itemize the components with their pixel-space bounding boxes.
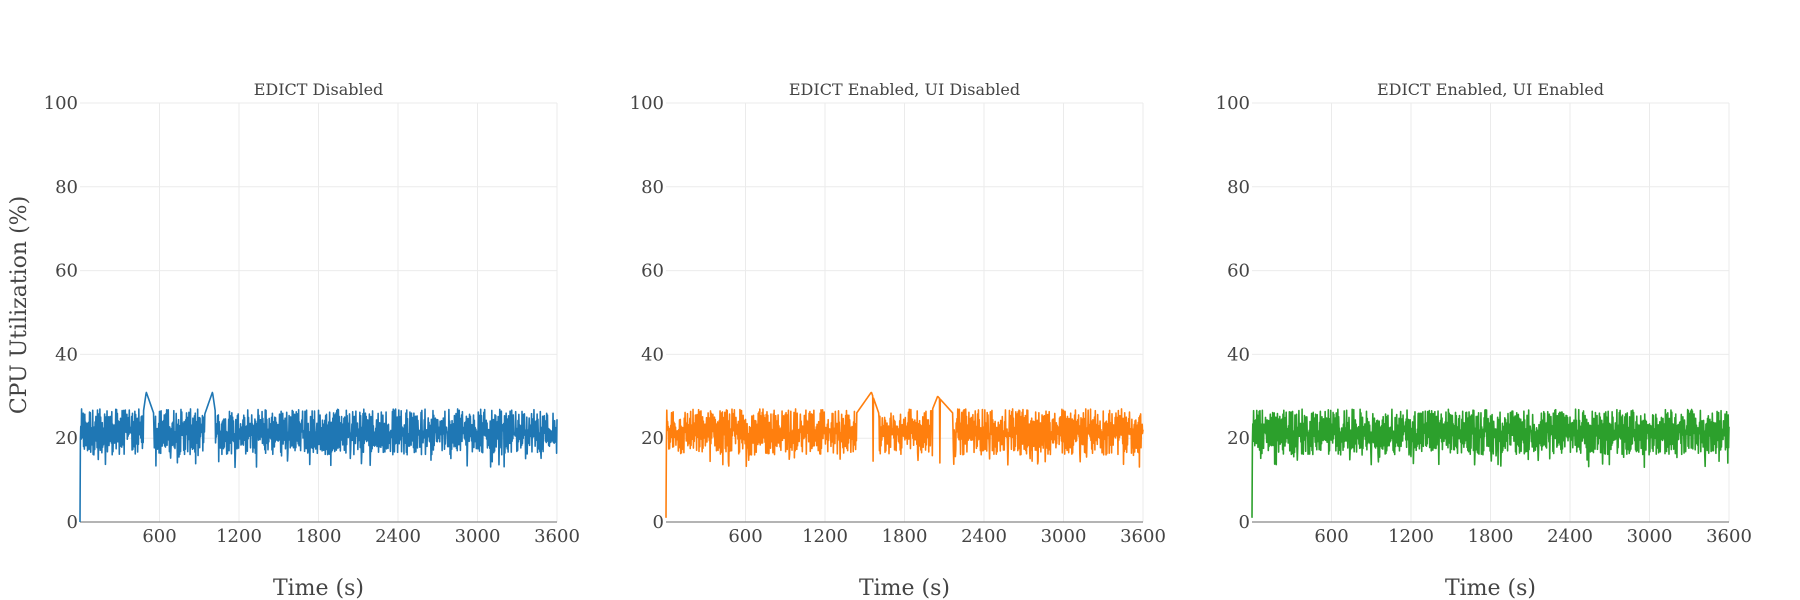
y-tick-label: 100 [630,93,664,114]
y-tick-label: 60 [1227,261,1250,282]
y-tick-label: 40 [641,344,664,365]
x-tick-label: 3600 [1120,526,1166,547]
x-tick-label: 3000 [1627,526,1673,547]
x-tick-label: 1800 [1468,526,1514,547]
x-tick-label: 1200 [1388,526,1434,547]
y-tick-label: 80 [55,177,78,198]
y-tick-label: 100 [1216,93,1250,114]
panel-title: EDICT Disabled [254,80,384,99]
x-tick-label: 1200 [802,526,848,547]
chart-panel-3: EDICT Enabled, UI Enabled 0 20 40 60 80 100 600… [1216,80,1752,600]
x-tick-label: 1800 [882,526,928,547]
y-tick-label: 40 [1227,344,1250,365]
y-tick-label: 60 [641,261,664,282]
y-tick-label: 0 [1239,512,1250,533]
x-tick-label: 600 [728,526,762,547]
x-axis-title: Time (s) [1445,576,1536,600]
chart-panel-2: EDICT Enabled, UI Disabled 0 20 40 60 80 100 60… [630,80,1166,600]
x-tick-label: 1200 [216,526,262,547]
y-tick-label: 80 [641,177,664,198]
x-tick-label: 2400 [1547,526,1593,547]
y-tick-label: 20 [1227,428,1250,449]
panel-title: EDICT Enabled, UI Disabled [789,80,1020,99]
x-tick-label: 600 [142,526,176,547]
x-axis-title: Time (s) [273,576,364,600]
y-tick-label: 20 [55,428,78,449]
y-axis-title: CPU Utilization (%) [7,196,32,414]
x-tick-label: 2400 [961,526,1007,547]
y-tick-label: 0 [67,512,78,533]
y-tick-label: 20 [641,428,664,449]
y-tick-label: 80 [1227,177,1250,198]
x-tick-label: 600 [1314,526,1348,547]
series-line-1 [665,391,1144,518]
x-tick-label: 3000 [455,526,501,547]
x-tick-label: 3000 [1041,526,1087,547]
x-tick-label: 2400 [375,526,421,547]
y-tick-label: 40 [55,344,78,365]
series-line-1 [1251,408,1730,518]
x-tick-label: 3600 [1706,526,1752,547]
y-tick-label: 60 [55,261,78,282]
series-line-1 [79,391,558,523]
chart-panel-1: EDICT Disabled 0 20 40 60 80 100 600 1200 1800 240… [44,80,580,600]
x-tick-label: 1800 [296,526,342,547]
x-axis-title: Time (s) [859,576,950,600]
x-tick-label: 3600 [534,526,580,547]
y-tick-label: 100 [44,93,78,114]
panel-title: EDICT Enabled, UI Enabled [1377,80,1604,99]
y-tick-label: 0 [653,512,664,533]
